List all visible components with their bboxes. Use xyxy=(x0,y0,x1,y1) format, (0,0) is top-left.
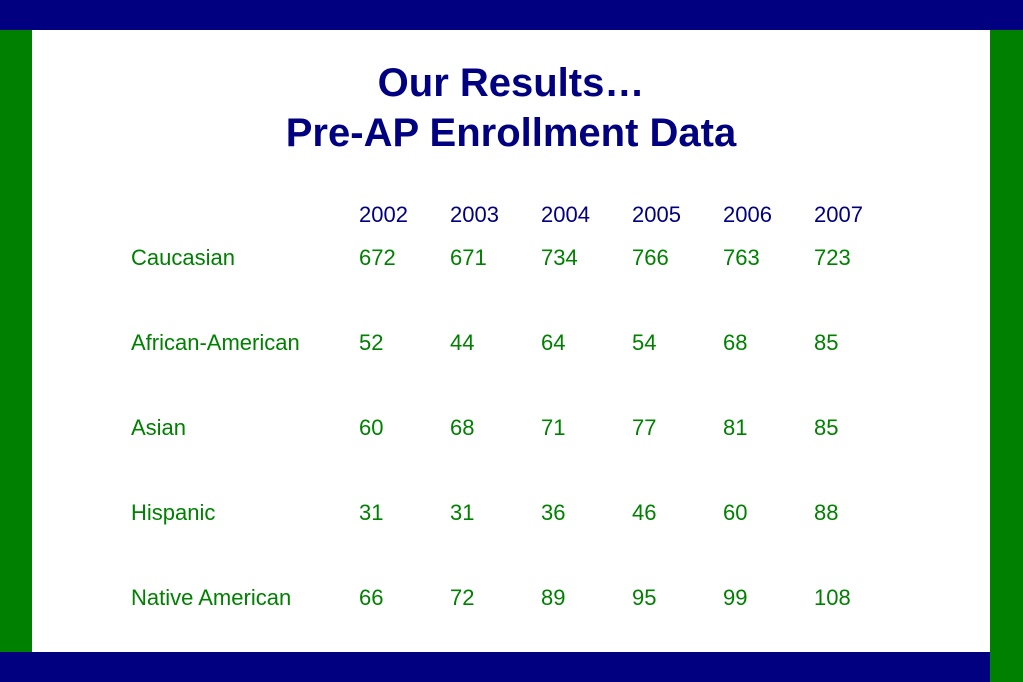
table-cell: 36 xyxy=(541,500,566,525)
table-cell: 60 xyxy=(723,500,748,525)
year-header: 2005 xyxy=(632,202,681,227)
table-cell: 99 xyxy=(723,585,748,610)
table-cell: 71 xyxy=(541,415,566,440)
table-cell: 723 xyxy=(814,245,851,270)
table-cell: 88 xyxy=(814,500,839,525)
table-cell: 108 xyxy=(814,585,851,610)
row-label: Asian xyxy=(131,415,187,440)
slide-title: Our Results… Pre-AP Enrollment Data xyxy=(32,58,990,158)
table-cell: 54 xyxy=(632,330,657,355)
table-cell: 77 xyxy=(632,415,657,440)
table-cell: 671 xyxy=(450,245,487,270)
table-cell: 46 xyxy=(632,500,657,525)
year-header: 2007 xyxy=(814,202,863,227)
table-cell: 734 xyxy=(541,245,578,270)
table-cell: 64 xyxy=(541,330,566,355)
table-cell: 31 xyxy=(359,500,384,525)
table-cell: 766 xyxy=(632,245,669,270)
table-cell: 95 xyxy=(632,585,657,610)
table-cell: 72 xyxy=(450,585,475,610)
table-cell: 89 xyxy=(541,585,566,610)
right-border-bar xyxy=(990,30,1023,682)
table-cell: 52 xyxy=(359,330,384,355)
year-header: 2004 xyxy=(541,202,590,227)
table-cell: 68 xyxy=(450,415,475,440)
table-cell: 68 xyxy=(723,330,748,355)
table-cell: 85 xyxy=(814,415,839,440)
table-cell: 44 xyxy=(450,330,475,355)
table-cell: 31 xyxy=(450,500,475,525)
table-cell: 60 xyxy=(359,415,384,440)
table-cell: 672 xyxy=(359,245,396,270)
slide-title-line-1: Our Results… xyxy=(377,61,645,105)
table-cell: 81 xyxy=(723,415,748,440)
slide-title-line-2: Pre-AP Enrollment Data xyxy=(285,111,737,155)
bottom-border-bar xyxy=(0,652,990,682)
year-header: 2002 xyxy=(359,202,408,227)
row-label: African-American xyxy=(131,330,300,355)
row-label: Native American xyxy=(131,585,292,610)
table-cell: 763 xyxy=(723,245,760,270)
row-label: Caucasian xyxy=(131,245,235,270)
table-cell: 66 xyxy=(359,585,384,610)
year-header: 2006 xyxy=(723,202,772,227)
table-cell: 85 xyxy=(814,330,839,355)
year-header: 2003 xyxy=(450,202,499,227)
row-label: Hispanic xyxy=(131,500,216,525)
top-border-bar xyxy=(0,0,1023,30)
left-border-bar xyxy=(0,30,32,652)
